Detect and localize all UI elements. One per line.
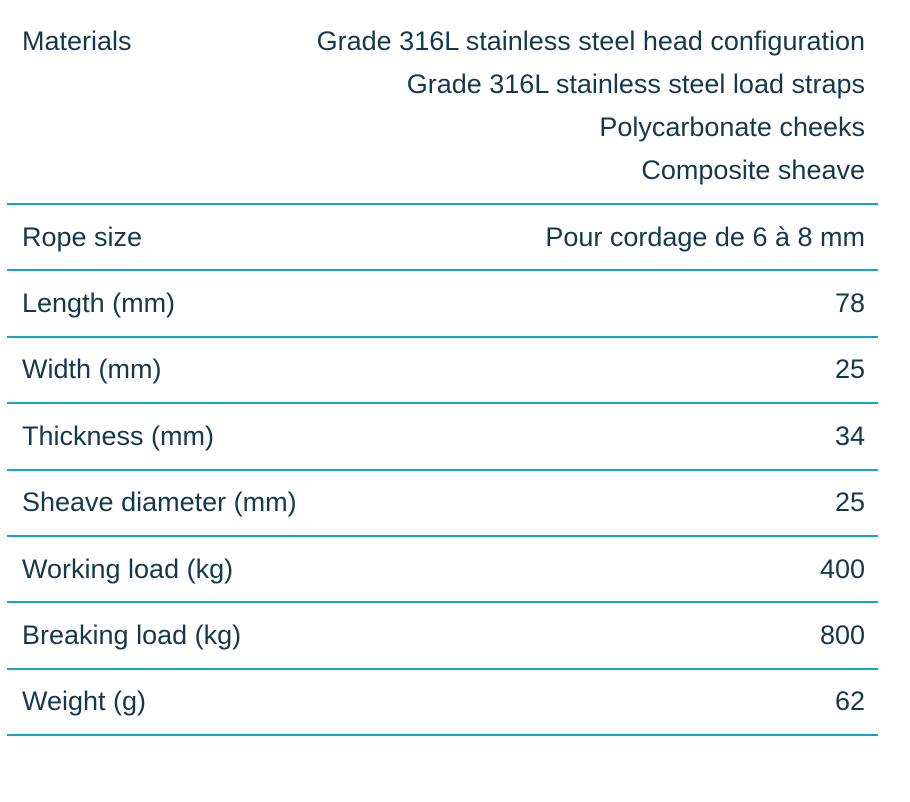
table-row-width: Width (mm) 25 — [7, 338, 878, 405]
row-label: Weight (g) — [22, 686, 147, 717]
row-label: Breaking load (kg) — [22, 620, 242, 651]
table-row-length: Length (mm) 78 — [7, 271, 878, 338]
row-value: 400 — [819, 553, 865, 584]
table-row-breaking-load: Breaking load (kg) 800 — [7, 603, 878, 670]
value-line: Polycarbonate cheeks — [599, 112, 865, 142]
row-label: Materials — [22, 26, 132, 56]
row-value: 25 — [834, 487, 865, 518]
row-label: Length (mm) — [22, 288, 176, 319]
table-row-sheave-diameter: Sheave diameter (mm) 25 — [7, 471, 878, 537]
table-row-working-load: Working load (kg) 400 — [7, 537, 878, 604]
row-label: Rope size — [22, 221, 143, 252]
value-line: Grade 316L stainless steel load straps — [406, 69, 865, 99]
table-row-rope-size: Rope size Pour cordage de 6 à 8 mm — [7, 205, 878, 272]
table-row-thickness: Thickness (mm) 34 — [7, 404, 878, 471]
value-line: Grade 316L stainless steel head configur… — [316, 26, 865, 56]
row-value: 25 — [834, 354, 865, 385]
row-label: Sheave diameter (mm) — [22, 487, 297, 518]
row-label: Thickness (mm) — [22, 420, 215, 451]
row-value: 34 — [834, 420, 865, 451]
bottom-whitespace — [7, 736, 878, 781]
table-row-materials: Materials Grade 316L stainless steel hea… — [7, 0, 878, 205]
table-row-weight: Weight (g) 62 — [7, 670, 878, 737]
value-line: Composite sheave — [641, 155, 865, 185]
row-value: Pour cordage de 6 à 8 mm — [545, 221, 865, 252]
row-value: 78 — [834, 288, 865, 319]
row-value: Grade 316L stainless steel head configur… — [317, 20, 865, 192]
specifications-table: Materials Grade 316L stainless steel hea… — [7, 0, 878, 781]
row-label: Working load (kg) — [22, 553, 234, 584]
row-value: 62 — [834, 686, 865, 717]
row-value: 800 — [819, 620, 865, 651]
row-label: Width (mm) — [22, 354, 162, 385]
